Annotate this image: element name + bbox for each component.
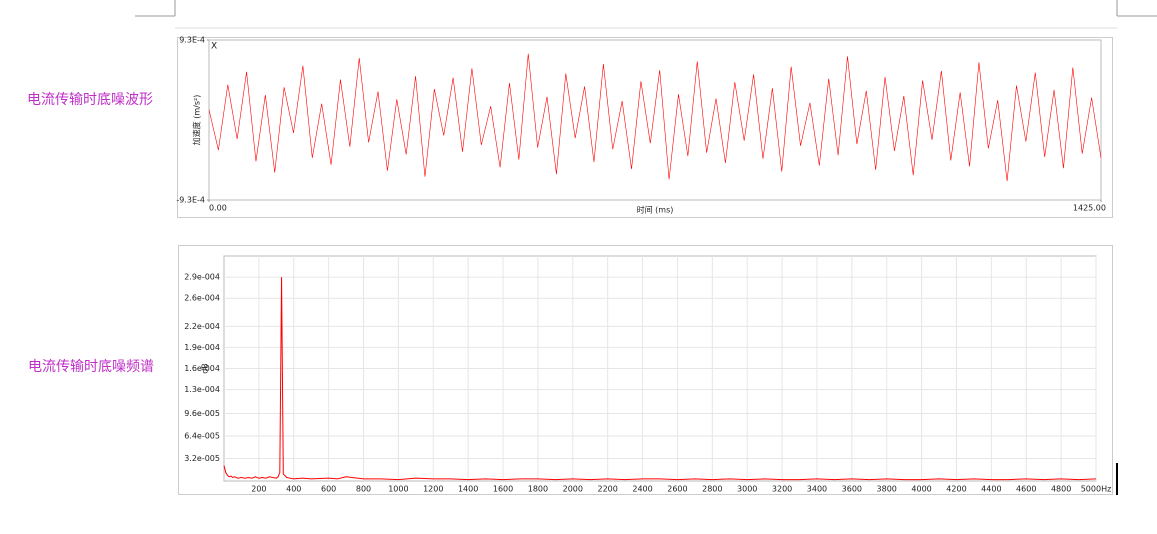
x-tick-label: 1425.00	[1073, 204, 1106, 213]
data-line	[208, 53, 1102, 182]
x-tick-label: 2200	[598, 485, 618, 494]
data-line	[223, 277, 1097, 481]
chart-frame	[178, 245, 1113, 495]
x-tick-label: 2000	[563, 485, 583, 494]
y-axis-label: dB	[201, 363, 210, 374]
x-tick-label: 1600	[493, 485, 513, 494]
x-axis-label: 时间 (ms)	[637, 205, 674, 215]
y-tick-label: 2.2e-004	[184, 322, 220, 331]
plot-area	[208, 39, 1102, 201]
x-tick-label: 0.00	[209, 204, 227, 213]
x-tick-label: 3800	[877, 485, 897, 494]
caption: 电流传输时底噪波形	[27, 92, 153, 108]
x-tick-label: 200	[251, 485, 266, 494]
y-tick-label: 2.6e-004	[184, 294, 220, 303]
y-tick-label: 9.3E-4	[179, 36, 205, 45]
y-tick-label: 9.6e-005	[184, 409, 220, 418]
x-tick-label: 3200	[772, 485, 792, 494]
x-tick-label: 5000Hz	[1081, 485, 1112, 494]
caption: 电流传输时底噪频谱	[28, 359, 154, 375]
x-tick-label: 2800	[702, 485, 722, 494]
x-tick-label: 1800	[528, 485, 548, 494]
x-tick-label: 1400	[458, 485, 478, 494]
x-tick-label: 1000	[388, 485, 408, 494]
x-tick-label: 3600	[842, 485, 862, 494]
x-tick-label: 400	[286, 485, 301, 494]
x-tick-label: 4600	[1016, 485, 1036, 494]
y-axis-label: 加速度 (m/s²)	[192, 95, 202, 146]
x-tick-label: 3400	[807, 485, 827, 494]
x-tick-label: 2600	[667, 485, 687, 494]
x-tick-label: 4800	[1051, 485, 1071, 494]
x-tick-label: 4400	[981, 485, 1001, 494]
chart-frame	[177, 37, 1113, 218]
y-tick-label: 1.3e-004	[184, 385, 220, 394]
y-tick-label: 6.4e-005	[184, 432, 220, 441]
x-tick-label: 4200	[946, 485, 966, 494]
x-tick-label: 3000	[737, 485, 757, 494]
y-tick-label: 3.2e-005	[184, 454, 220, 463]
y-tick-label: 1.6e-004	[184, 364, 220, 373]
x-tick-label: 2400	[632, 485, 652, 494]
x-tick-label: 800	[356, 485, 371, 494]
annotation: X	[211, 42, 217, 52]
y-tick-label: 2.9e-004	[184, 273, 220, 282]
x-tick-label: 4000	[911, 485, 931, 494]
x-tick-label: 1200	[423, 485, 443, 494]
x-tick-label: 600	[321, 485, 336, 494]
y-tick-label: -9.3E-4	[176, 196, 205, 205]
y-tick-label: 1.9e-004	[184, 343, 220, 352]
